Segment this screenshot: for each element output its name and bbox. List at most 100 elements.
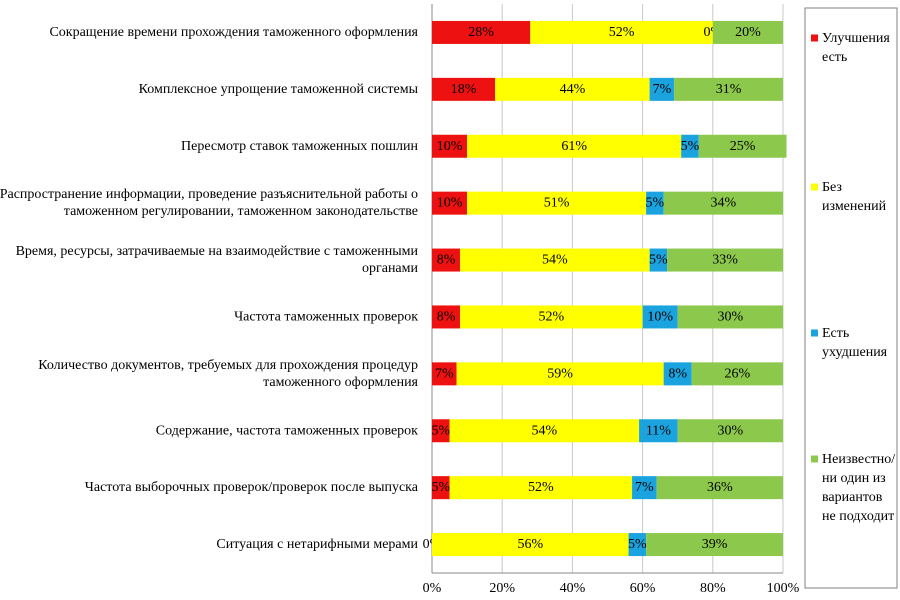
data-label: 61% (561, 139, 587, 154)
legend-box (804, 7, 898, 589)
data-label: 8% (668, 366, 687, 381)
x-tick-label: 60% (630, 581, 656, 596)
bar-segment (646, 191, 664, 215)
data-label: 36% (707, 480, 733, 495)
bar-segment (656, 476, 783, 500)
legend-swatch (811, 34, 818, 42)
data-label: 39% (702, 537, 728, 552)
data-label: 18% (451, 82, 477, 97)
data-label: 7% (653, 82, 672, 97)
x-tick-label: 80% (700, 581, 726, 596)
bar-segment (432, 20, 531, 44)
data-label: 5% (628, 537, 647, 552)
bar-segment (667, 248, 783, 272)
data-label: 54% (542, 253, 568, 268)
bar-segment (432, 191, 468, 215)
bar-segment (712, 20, 783, 44)
data-label: 52% (528, 480, 554, 495)
x-tick-label: 100% (767, 581, 800, 596)
legend-label: вариантов (822, 490, 883, 505)
category-label: Частота таможенных проверок (234, 309, 418, 324)
legend-label: не подходит (822, 509, 894, 524)
bar-segment (691, 362, 783, 386)
bar-segment (632, 476, 657, 500)
bar-segment (432, 305, 461, 329)
data-label: 5% (431, 423, 450, 438)
data-label: 28% (468, 25, 494, 40)
data-label: 11% (646, 423, 671, 438)
data-label: 51% (544, 196, 570, 211)
category-label: Сокращение времени прохождения таможенно… (49, 25, 418, 40)
data-label: 8% (437, 253, 456, 268)
data-label: 5% (681, 139, 700, 154)
bar-segment (639, 419, 678, 443)
data-label: 10% (437, 139, 463, 154)
legend-swatch (811, 183, 818, 191)
bar-segment (649, 248, 668, 272)
legend-label: Улучшения (822, 31, 890, 46)
bar-segment (432, 533, 629, 557)
data-label: 20% (735, 25, 761, 40)
bar-segment (663, 362, 692, 386)
bar-segment (432, 248, 461, 272)
x-tick-label: 40% (560, 581, 586, 596)
data-label: 30% (718, 423, 744, 438)
data-label: 5% (646, 196, 665, 211)
legend-label: изменений (822, 199, 887, 214)
bar-segment (432, 134, 468, 158)
bar-segment (681, 134, 699, 158)
bar-segment (467, 134, 682, 158)
x-axis-ticks: 0% 20% 40% 60% 80% 100% (423, 581, 800, 596)
data-label: 26% (725, 366, 751, 381)
category-label: таможенного оформления (263, 375, 418, 390)
bar-segment (663, 191, 783, 215)
legend-swatch (811, 455, 818, 463)
data-label: 56% (517, 537, 543, 552)
data-label: 34% (710, 196, 736, 211)
bar-segment (649, 77, 675, 101)
bar-segment (495, 77, 650, 101)
data-label: 5% (431, 480, 450, 495)
data-label: 30% (718, 309, 744, 324)
bar-segment (698, 134, 787, 158)
bar-segment (432, 362, 457, 386)
category-label: таможенном регулировании, таможенном зак… (64, 204, 418, 219)
legend-label: ни один из (822, 471, 886, 486)
bar-segment (642, 305, 678, 329)
bar-segment (449, 476, 633, 500)
bar-segment (677, 305, 783, 329)
data-label: 10% (437, 196, 463, 211)
data-label: 10% (647, 309, 673, 324)
legend-swatch (811, 329, 818, 337)
x-tick-label: 0% (423, 581, 442, 596)
data-label: 5% (649, 253, 668, 268)
bar-segment (628, 533, 647, 557)
bar-segment (460, 305, 643, 329)
bar-segment (432, 419, 450, 443)
category-label: органами (362, 261, 419, 276)
legend-label: Неизвестно/ (822, 452, 895, 467)
bars-group: 28%52%0%20%18%44%7%31%10%61%5%25%10%51%5… (423, 20, 787, 557)
legend-label: Есть (822, 326, 849, 341)
bar-segment (432, 77, 496, 101)
legend-label: Без (822, 180, 842, 195)
data-label: 59% (547, 366, 573, 381)
bar-segment (674, 77, 783, 101)
category-label: Пересмотр ставок таможенных пошлин (181, 139, 418, 154)
data-label: 33% (712, 253, 738, 268)
data-label: 44% (560, 82, 586, 97)
data-label: 54% (531, 423, 557, 438)
data-label: 8% (437, 309, 456, 324)
bar-segment (456, 362, 664, 386)
category-label: Время, ресурсы, затрачиваемые на взаимод… (16, 244, 419, 259)
bar-segment (530, 20, 713, 44)
data-label: 52% (539, 309, 565, 324)
category-labels: Сокращение времени прохождения таможенно… (0, 25, 419, 552)
legend: Улучшения есть Без изменений Есть ухудшения Не… (811, 31, 895, 524)
category-label: Содержание, частота таможенных проверок (156, 423, 418, 438)
bar-segment (646, 533, 783, 557)
bar-segment (467, 191, 647, 215)
category-label: Количество документов, требуемых для про… (38, 358, 418, 373)
x-tick-label: 20% (489, 581, 515, 596)
